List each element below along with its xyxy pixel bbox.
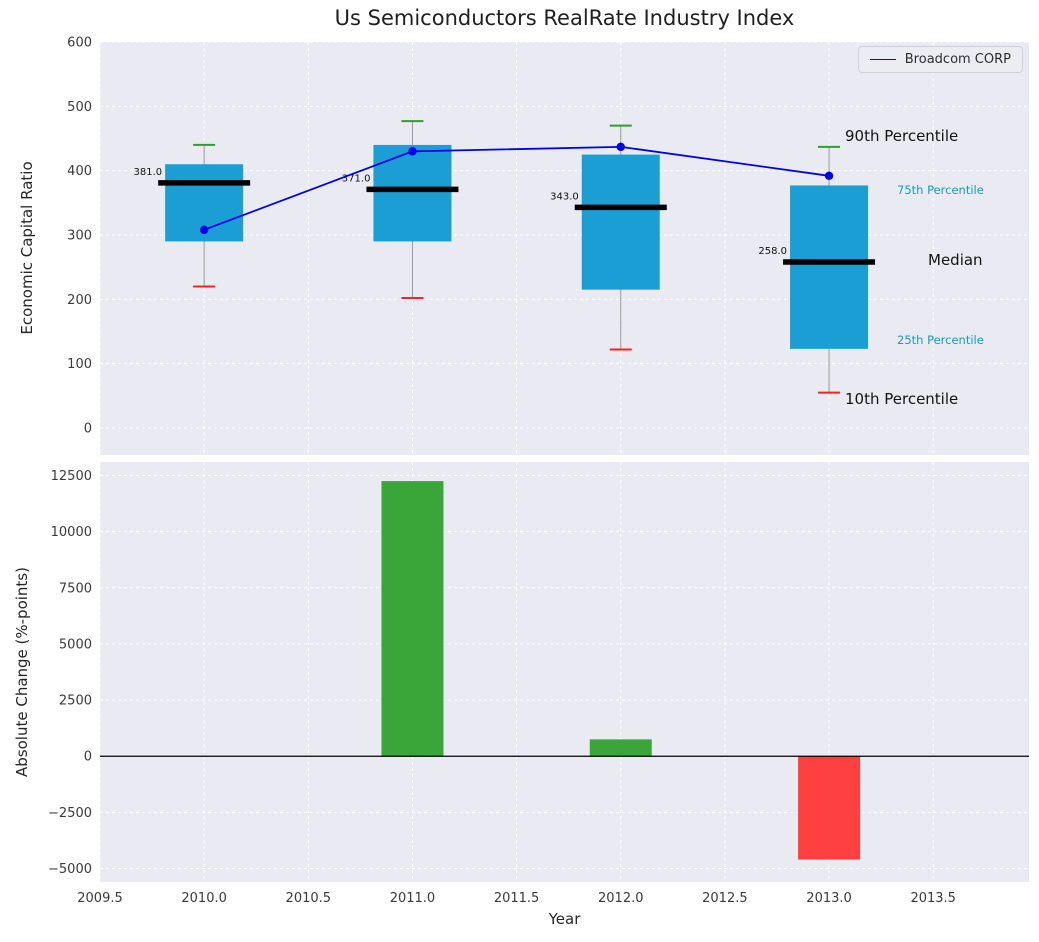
iqr-box-2013 (790, 185, 869, 349)
y-tick-label-bottom: 0 (84, 750, 92, 765)
y-tick-label-top: 200 (67, 293, 92, 308)
annotation-10th-percentile: 10th Percentile (845, 390, 959, 408)
bottom-panel-bg (100, 462, 1029, 882)
legend-label: Broadcom CORP (904, 52, 1011, 67)
y-tick-label-bottom: 5000 (59, 637, 92, 652)
y-tick-label-bottom: 12500 (51, 469, 92, 484)
y-tick-label-top: 100 (67, 357, 92, 372)
x-tick-label: 2010.0 (181, 891, 227, 906)
y-axis-label-bottom: Absolute Change (%-points) (13, 567, 31, 777)
top-panel-bg (100, 42, 1029, 455)
legend: Broadcom CORP (857, 46, 1023, 73)
y-tick-label-bottom: 2500 (59, 694, 92, 709)
legend-line-sample-icon (869, 59, 896, 60)
x-axis-label: Year (548, 910, 581, 928)
broadcom-series (199, 142, 834, 235)
broadcom-point-2012 (616, 142, 625, 152)
x-tick-label: 2012.5 (702, 891, 748, 906)
median-value-label-2011: 371.0 (342, 173, 371, 184)
box-plot-group: 381.0 371.0 343.0 258.0 (134, 120, 876, 394)
iqr-box-2012 (581, 154, 660, 290)
iqr-box-2011 (373, 144, 452, 242)
change-bars (381, 481, 861, 860)
chart-title: Us Semiconductors RealRate Industry Inde… (334, 6, 795, 30)
y-tick-label-top: 600 (67, 36, 92, 51)
annotation-75th-percentile: 75th Percentile (897, 183, 984, 197)
y-axis-label-top: Economic Capital Ratio (18, 161, 36, 335)
broadcom-line (203, 145, 830, 231)
median-value-label-2010: 381.0 (134, 167, 163, 178)
annotation-90th-percentile: 90th Percentile (845, 127, 959, 145)
broadcom-point-2013 (824, 171, 834, 181)
change-bar-2013 (798, 756, 861, 860)
y-tick-label-bottom: −5000 (48, 862, 92, 877)
broadcom-point-2011 (408, 147, 417, 156)
tick-labels: 0 100 200 300 400 500 600 −5000 −2500 0 2500 5000 75… (48, 36, 956, 907)
change-bar-2011 (381, 481, 444, 757)
y-tick-label-top: 0 (84, 421, 92, 436)
median-value-label-2013: 258.0 (758, 246, 787, 257)
median-value-label-2012: 343.0 (550, 191, 579, 202)
x-tick-label: 2010.5 (286, 891, 332, 906)
x-tick-label: 2013.5 (910, 891, 956, 906)
y-tick-label-top: 400 (67, 164, 92, 179)
y-tick-label-bottom: 7500 (59, 581, 92, 596)
broadcom-point-2010 (199, 225, 209, 235)
x-tick-label: 2013.0 (806, 891, 852, 906)
y-tick-label-top: 500 (67, 100, 92, 115)
x-tick-label: 2011.5 (494, 891, 540, 906)
x-tick-label: 2009.5 (77, 891, 123, 906)
change-bar-2012 (589, 739, 652, 757)
x-tick-label: 2011.0 (390, 891, 436, 906)
annotation-median: Median (928, 251, 983, 269)
x-tick-label: 2012.0 (598, 891, 644, 906)
y-tick-label-top: 300 (67, 228, 92, 243)
annotation-25th-percentile: 25th Percentile (897, 333, 984, 347)
y-tick-label-bottom: 10000 (51, 525, 92, 540)
y-tick-label-bottom: −2500 (48, 806, 92, 821)
